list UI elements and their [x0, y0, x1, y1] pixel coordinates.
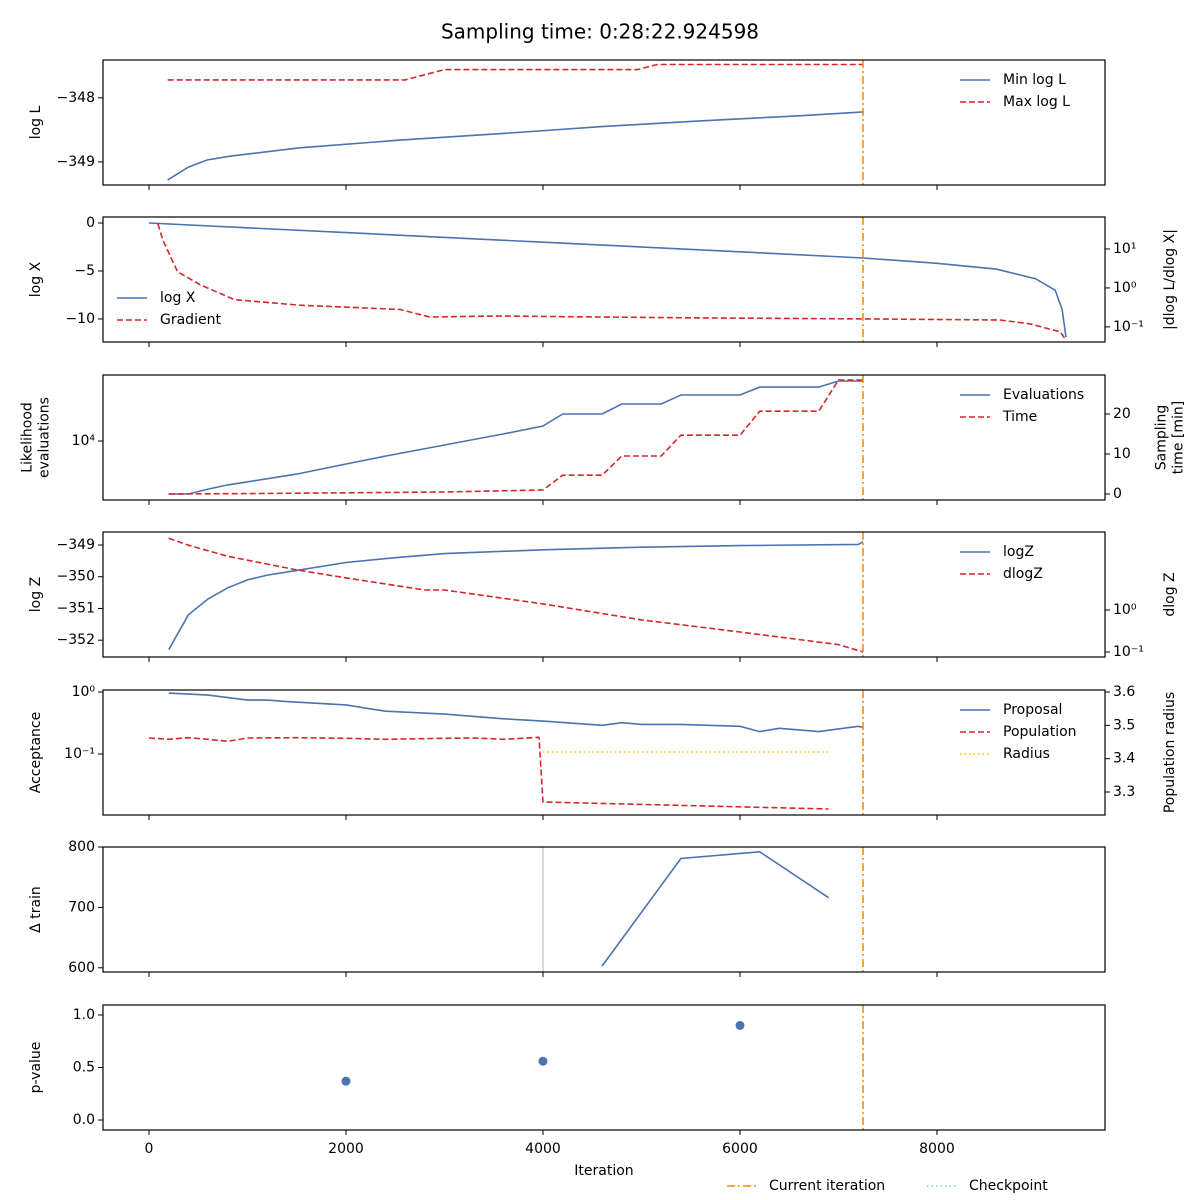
series-line: [157, 223, 1066, 340]
legend-label: Proposal: [1003, 702, 1062, 718]
y-tick-label: −348: [57, 90, 95, 106]
y2-tick-label: 10⁻¹: [1113, 319, 1144, 335]
legend-label: Max log L: [1003, 94, 1070, 110]
y-tick-label: 0: [86, 215, 95, 231]
y-axis-label: evaluations: [37, 397, 53, 478]
legend-label: Evaluations: [1003, 387, 1084, 403]
y-axis-label: log L: [28, 106, 44, 140]
y-tick-label: 10⁰: [72, 684, 96, 700]
y-axis-label: log Z: [28, 577, 44, 612]
y-tick-label: 10⁻¹: [64, 746, 95, 762]
y2-tick-label: 0: [1113, 486, 1122, 502]
y2-tick-label: 10¹: [1113, 241, 1136, 257]
legend-label: Radius: [1003, 746, 1050, 762]
series-line: [168, 537, 864, 653]
y2-tick-label: 10⁰: [1113, 602, 1137, 618]
point: [341, 1076, 351, 1086]
panel-frame: [102, 374, 1106, 501]
legend-label: log X: [160, 290, 196, 306]
y2-tick-label: 20: [1113, 406, 1131, 422]
y-tick-label: 10⁴: [72, 433, 96, 449]
series-line: [148, 222, 1067, 338]
chart-title: Sampling time: 0:28:22.924598: [441, 20, 759, 44]
y-tick-label: −351: [57, 600, 95, 616]
y-tick-label: 700: [68, 899, 95, 915]
series-line: [148, 736, 829, 810]
y2-tick-label: 3.5: [1113, 717, 1135, 733]
x-axis-label: Iteration: [574, 1163, 633, 1179]
legend-label: dlogZ: [1003, 566, 1043, 582]
legend-label: Min log L: [1003, 72, 1066, 88]
legend-label: Checkpoint: [969, 1178, 1048, 1194]
y2-tick-label: 3.6: [1113, 684, 1135, 700]
y-tick-label: −349: [57, 537, 95, 553]
y2-tick-label: 3.3: [1113, 784, 1135, 800]
y2-tick-label: 10⁻¹: [1113, 644, 1144, 660]
y-axis-label: log X: [28, 261, 44, 297]
y-axis-label: |dlog L/dlog X|: [1162, 229, 1178, 330]
series-line: [168, 379, 864, 495]
y-axis-label: Δ train: [28, 886, 44, 933]
y-axis-label: Sampling: [1154, 405, 1170, 471]
panel-frame: [102, 216, 1106, 343]
legend-label: logZ: [1003, 544, 1034, 560]
series-line: [168, 380, 864, 495]
point: [538, 1056, 548, 1066]
y2-tick-label: 3.4: [1113, 751, 1135, 767]
panel-frame: [102, 59, 1106, 186]
panel-frame: [102, 689, 1106, 816]
series-line: [601, 850, 830, 967]
y-tick-label: 600: [68, 960, 95, 976]
x-tick-label: 4000: [525, 1141, 561, 1157]
y2-tick-label: 10: [1113, 446, 1131, 462]
y-tick-label: 800: [68, 839, 95, 855]
y-tick-label: −10: [65, 311, 95, 327]
y2-tick-label: 10⁰: [1113, 280, 1137, 296]
legend-label: Population: [1003, 724, 1077, 740]
y-axis-label: time [min]: [1171, 401, 1187, 474]
y-tick-label: 0.0: [73, 1112, 95, 1128]
panel-frame: [102, 846, 1106, 973]
x-tick-label: 2000: [328, 1141, 364, 1157]
series-line: [167, 111, 864, 181]
x-tick-label: 8000: [919, 1141, 955, 1157]
x-tick-label: 6000: [722, 1141, 758, 1157]
series-line: [168, 541, 864, 651]
legend-label: Current iteration: [769, 1178, 885, 1194]
y-axis-label: p-value: [28, 1042, 44, 1094]
y-tick-label: −352: [57, 632, 95, 648]
y-axis-label: Acceptance: [28, 712, 44, 793]
y-tick-label: 1.0: [73, 1007, 95, 1023]
legend-label: Time: [1002, 409, 1037, 425]
series-line: [168, 692, 864, 733]
y-axis-label: Population radius: [1162, 692, 1178, 813]
point: [735, 1020, 745, 1030]
legend-label: Gradient: [160, 312, 221, 328]
panel-frame: [102, 1004, 1106, 1131]
y-tick-label: −349: [57, 154, 95, 170]
x-tick-label: 0: [145, 1141, 154, 1157]
series-line: [167, 63, 864, 81]
y-tick-label: 0.5: [73, 1060, 95, 1076]
y-tick-label: −5: [74, 263, 95, 279]
y-axis-label: dlog Z: [1162, 572, 1178, 616]
y-axis-label: Likelihood: [20, 402, 36, 473]
y-tick-label: −350: [57, 569, 95, 585]
panel-frame: [102, 531, 1106, 658]
